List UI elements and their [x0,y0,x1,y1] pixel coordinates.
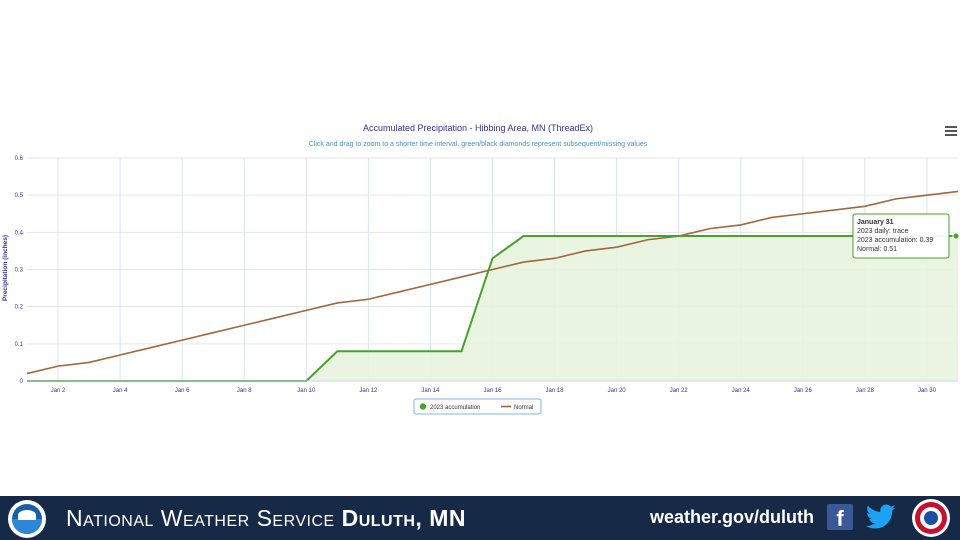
normal-point[interactable] [305,309,307,311]
normal-point[interactable] [274,317,276,319]
chart-menu-button[interactable] [944,124,958,138]
x-tick-label: Jan 2 [51,388,66,394]
tooltip-line: 2023 daily: trace [857,228,908,235]
facebook-icon[interactable]: f [827,504,853,530]
normal-point[interactable] [88,361,90,363]
normal-point[interactable] [584,250,586,252]
accumulation-point[interactable] [429,350,431,352]
accumulation-point[interactable] [833,235,835,237]
normal-point[interactable] [895,198,897,200]
accumulation-point[interactable] [615,235,617,237]
normal-point[interactable] [709,227,711,229]
accumulation-point[interactable] [584,235,586,237]
normal-point[interactable] [460,276,462,278]
accumulation-point[interactable] [522,235,524,237]
normal-point[interactable] [243,324,245,326]
normal-point[interactable] [26,372,28,374]
legend-normal-label[interactable]: Normal [514,405,533,411]
legend-accumulation-marker [419,403,427,410]
noaa-logo[interactable] [8,500,46,538]
y-tick-label: 0.5 [15,193,24,199]
tooltip-line: 2023 accumulation: 0.39 [857,237,933,244]
normal-point[interactable] [678,235,680,237]
normal-point[interactable] [553,257,555,259]
y-tick-label: 0.1 [15,342,24,348]
x-tick-label: Jan 28 [856,388,875,394]
legend-accumulation-label[interactable]: 2023 accumulation [430,405,480,411]
y-tick-label: 0.6 [15,156,24,162]
twitter-icon[interactable] [866,504,896,530]
tooltip-box [852,213,950,259]
x-tick-label: Jan 8 [237,388,252,394]
chart-subtitle: Click and drag to zoom to a shorter time… [309,141,648,148]
footer-office: Duluth, MN [341,505,466,531]
normal-point[interactable] [802,213,804,215]
accumulation-point[interactable] [491,257,493,259]
x-tick-label: Jan 12 [359,388,378,394]
x-tick-label: Jan 26 [794,388,813,394]
x-tick-label: Jan 4 [113,388,128,394]
legend[interactable]: 2023 accumulation Normal [413,398,542,415]
x-tick-label: Jan 6 [175,388,190,394]
y-tick-label: 0.4 [15,230,24,236]
normal-point[interactable] [833,209,835,211]
normal-series-line[interactable] [26,190,959,375]
x-tick-label: Jan 16 [483,388,502,394]
nws-logo[interactable] [912,499,950,537]
chart[interactable]: Accumulated Precipitation - Hibbing Area… [0,0,960,496]
accumulation-point[interactable] [460,350,462,352]
normal-point[interactable] [398,291,400,293]
accumulation-point[interactable] [740,235,742,237]
x-tick-label: Jan 22 [670,388,689,394]
normal-point[interactable] [646,239,648,241]
footer-url-link[interactable]: weather.gov/duluth [650,507,815,527]
tooltip: January 31 2023 daily: trace 2023 accumula… [852,213,960,259]
hover-marker [952,232,960,240]
footer-banner: National Weather Service Duluth, MN weat… [0,496,960,540]
accumulation-point[interactable] [771,235,773,237]
x-tick-label: Jan 24 [732,388,751,394]
accumulation-point[interactable] [398,350,400,352]
footer-agency: National Weather Service [66,505,335,531]
accumulation-point[interactable] [553,235,555,237]
x-tick-label: Jan 18 [546,388,565,394]
normal-point[interactable] [771,216,773,218]
y-tick-label: 0 [20,379,24,385]
normal-point[interactable] [740,224,742,226]
normal-point[interactable] [181,339,183,341]
axes: 0 0.1 0.2 0.3 0.4 0.5 0.6 Jan 2 Jan 4 Jan 6 Jan 8 J… [15,156,958,394]
normal-point[interactable] [57,365,59,367]
tooltip-line: Normal: 0.51 [857,246,897,253]
normal-point[interactable] [615,246,617,248]
x-tick-label: Jan 30 [918,388,937,394]
y-tick-label: 0.2 [15,305,24,311]
normal-point[interactable] [119,354,121,356]
accumulation-point[interactable] [367,350,369,352]
accumulation-area [27,236,958,381]
legend-box [413,398,542,415]
accumulation-point[interactable] [336,350,338,352]
chart-title: Accumulated Precipitation - Hibbing Area… [363,123,593,133]
y-tick-label: 0.3 [15,268,24,274]
accumulation-point[interactable] [646,235,648,237]
normal-point[interactable] [957,190,959,192]
normal-point[interactable] [864,205,866,207]
x-tick-label: Jan 20 [608,388,627,394]
normal-point[interactable] [429,283,431,285]
normal-point[interactable] [336,302,338,304]
footer-title: National Weather Service Duluth, MN [66,505,466,532]
x-tick-label: Jan 14 [421,388,440,394]
y-axis-title: Precipitation (inches) [2,235,9,301]
accumulation-point[interactable] [709,235,711,237]
normal-point[interactable] [212,331,214,333]
hamburger-menu-icon [945,126,957,128]
normal-point[interactable] [522,261,524,263]
accumulation-point[interactable] [802,235,804,237]
normal-point[interactable] [926,194,928,196]
x-tick-label: Jan 10 [297,388,316,394]
normal-point[interactable] [491,268,493,270]
normal-point[interactable] [150,346,152,348]
tooltip-line: January 31 [857,219,894,226]
normal-point[interactable] [367,298,369,300]
